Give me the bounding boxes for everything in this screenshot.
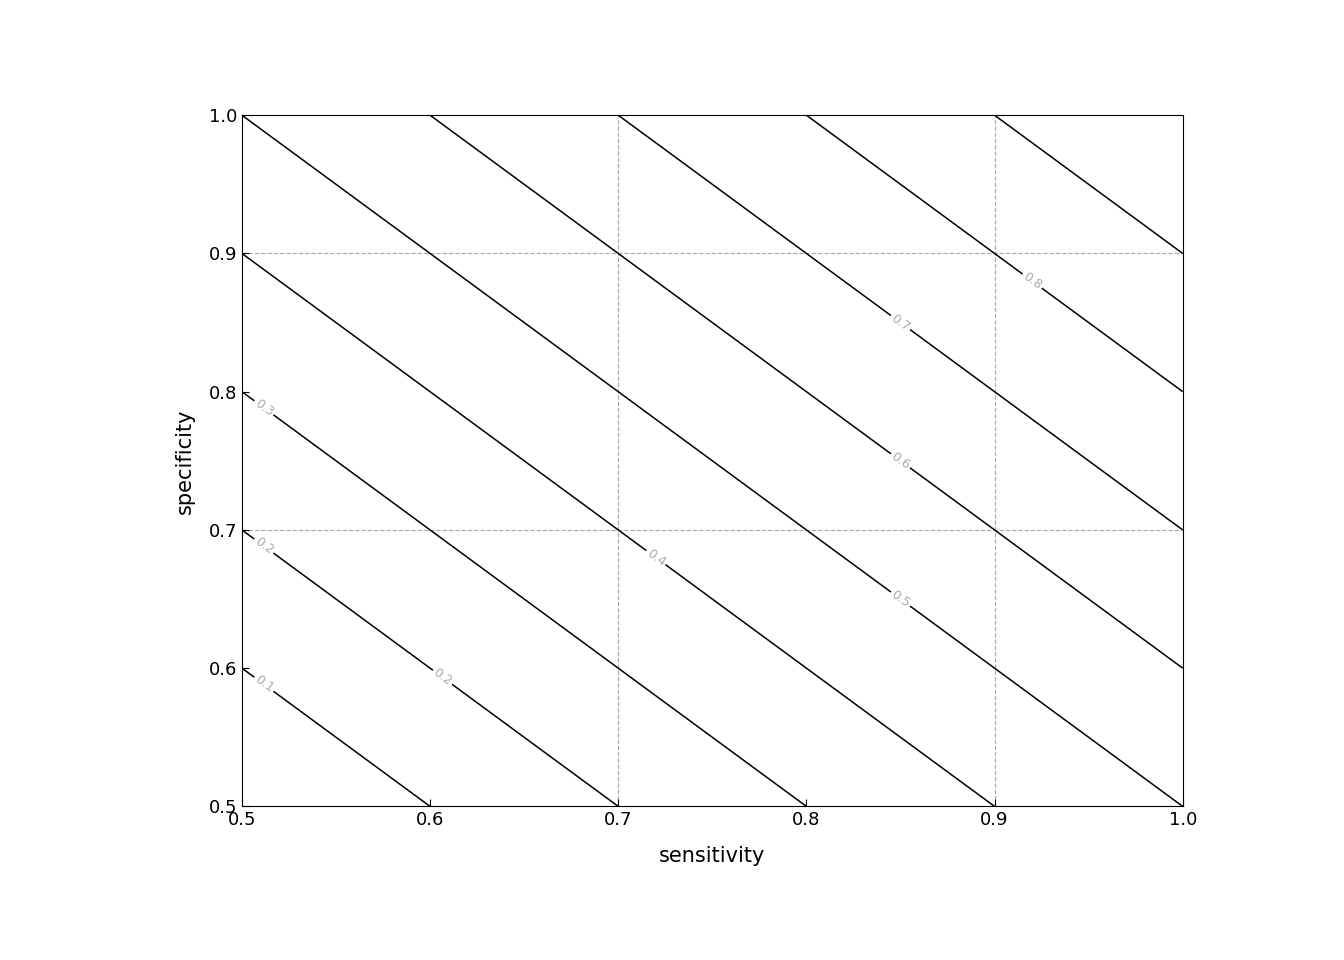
- Text: 0.8: 0.8: [1020, 270, 1044, 292]
- X-axis label: sensitivity: sensitivity: [659, 846, 766, 866]
- Text: 0.2: 0.2: [251, 535, 276, 557]
- Text: 0.2: 0.2: [430, 666, 454, 688]
- Text: 0.5: 0.5: [888, 588, 913, 611]
- Text: 0.3: 0.3: [251, 396, 276, 419]
- Text: 0.1: 0.1: [251, 673, 276, 695]
- Text: 0.6: 0.6: [888, 449, 913, 472]
- Text: 0.7: 0.7: [888, 311, 913, 334]
- Y-axis label: specificity: specificity: [175, 408, 195, 514]
- Text: 0.4: 0.4: [644, 546, 668, 568]
